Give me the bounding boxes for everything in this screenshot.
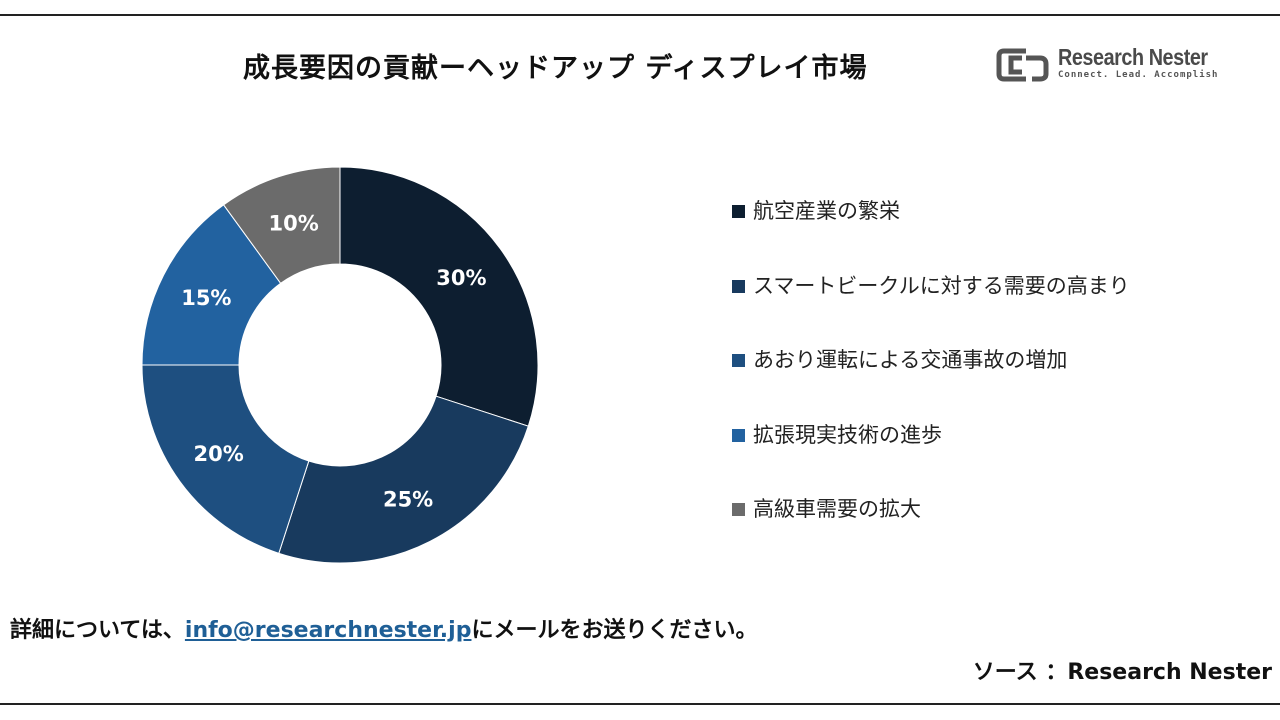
legend-label: スマートビークルに対する需要の高まり [753, 273, 1130, 298]
donut-slice-1 [339, 166, 539, 427]
donut-slice-2 [278, 395, 529, 564]
slice-data-label-2: 25% [383, 488, 433, 512]
source-label: ソース ：Research Nester [972, 660, 1272, 685]
legend-label: あおり運転による交通事故の増加 [753, 348, 1068, 372]
chart-title: 成長要因の貢献ーヘッドアップ ディスプレイ市場 [243, 53, 868, 84]
legend-label: 拡張現実技術の進歩 [753, 422, 942, 447]
legend-label: 航空産業の繁栄 [753, 199, 900, 223]
legend-swatch [732, 428, 745, 442]
legend-swatch [732, 205, 745, 218]
slice-data-label-1: 30% [436, 266, 486, 290]
contact-note: 詳細については、info@researchnester.jpにメールをお送りくだ… [10, 612, 757, 644]
legend-swatch [732, 279, 745, 293]
contact-prefix: 詳細については、 [10, 618, 185, 643]
legend-label: 高級車需要の拡大 [753, 497, 921, 521]
legend-swatch [732, 354, 745, 367]
legend: 航空産業の繁栄スマートビークルに対する需要の高まり あおり運転による交通事故の増加… [732, 196, 1130, 569]
bottom-rule [0, 703, 1280, 705]
slice-data-label-4: 15% [181, 286, 231, 310]
research-nester-logo: Research Nester Connect. Lead. Accomplis… [996, 44, 1226, 88]
legend-item-2: スマートビークルに対する需要の高まり [732, 271, 1130, 346]
logo-mark-icon [996, 48, 1049, 82]
contact-suffix: にメールをお送りください。 [471, 618, 758, 643]
contact-email-link[interactable]: info@researchnester.jp [184, 618, 472, 643]
legend-item-3: あおり運転による交通事故の増加 [732, 345, 1130, 420]
logo-name: Research Nester [1058, 44, 1208, 70]
legend-item-1: 航空産業の繁栄 [732, 196, 1130, 271]
legend-item-5: 高級車需要の拡大 [732, 494, 1130, 569]
donut-slice-5 [222, 166, 341, 284]
legend-swatch [732, 503, 745, 516]
logo-tagline: Connect. Lead. Accomplish [1058, 70, 1219, 80]
legend-item-4: 拡張現実技術の進歩 [732, 420, 1130, 495]
slice-data-label-3: 20% [194, 442, 244, 466]
donut-chart: 30% 25% 20% 15% 10% [141, 166, 539, 564]
slice-data-label-5: 10% [269, 211, 319, 235]
top-rule [0, 14, 1280, 16]
donut-slice-3 [141, 364, 310, 554]
